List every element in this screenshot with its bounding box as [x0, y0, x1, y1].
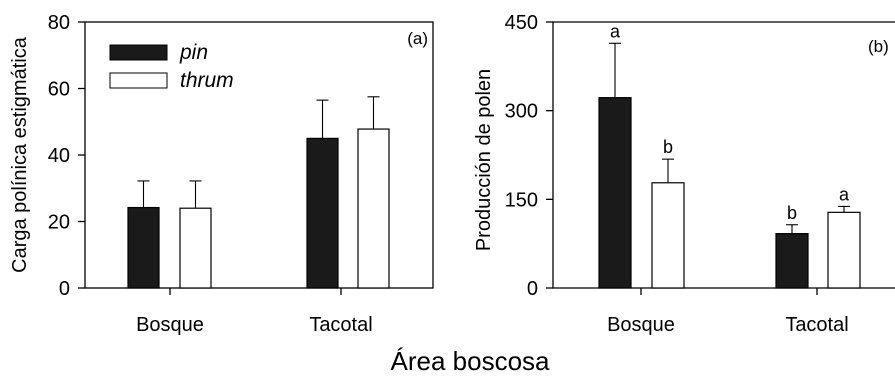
significance-label: a [610, 21, 621, 41]
y-tick-label: 0 [59, 278, 70, 300]
significance-label: b [663, 137, 673, 157]
y-tick-label: 80 [48, 12, 70, 34]
y-tick-label: 450 [505, 12, 538, 34]
panel-label-b: (b) [868, 37, 889, 56]
x-category-label: Tacotal [309, 314, 372, 336]
y-axis-label-b: Producción de polen [473, 69, 495, 251]
bar-pin-bosque [127, 206, 160, 289]
x-category-label: Bosque [136, 314, 204, 336]
legend-a: pin thrum [109, 41, 234, 92]
bar-pin-bosque [598, 97, 632, 289]
legend-swatch-thrum [109, 72, 168, 89]
y-axis-label-a: Carga polínica estigmática [9, 36, 31, 273]
plot-frame-b [552, 21, 895, 289]
y-tick-label: 40 [48, 145, 70, 167]
y-tick-label: 150 [505, 189, 538, 211]
panel-label-a: (a) [407, 29, 428, 48]
y-axis-ticks-b: 0 150 300 450 [505, 12, 553, 300]
x-axis-categories-b: Bosque Tacotal [607, 288, 849, 336]
chart-panel-b: (b) Producción de polen 0 150 300 450 a b ba … [473, 12, 895, 336]
significance-label: b [787, 203, 797, 223]
bar-pin-tacotal [775, 233, 809, 289]
bar-thrum-bosque [651, 182, 685, 289]
y-tick-label: 60 [48, 79, 70, 101]
legend-label-thrum: thrum [180, 69, 234, 92]
x-axis-categories-a: Bosque Tacotal [136, 288, 373, 336]
x-category-label: Tacotal [785, 314, 848, 336]
bar-pin-tacotal [306, 137, 339, 289]
bars-b: a b b a [598, 21, 861, 289]
y-tick-label: 300 [505, 101, 538, 123]
bar-thrum-bosque [179, 207, 212, 289]
legend-swatch-pin [109, 44, 168, 61]
chart-panel-a: (a) Carga polínica estigmática pin thrum… [9, 12, 434, 336]
y-axis-ticks-a: 0 20 40 60 80 [48, 12, 85, 300]
legend-label-pin: pin [179, 41, 208, 64]
bars-a [127, 96, 390, 289]
y-tick-label: 20 [48, 212, 70, 234]
bar-thrum-tacotal [357, 128, 390, 289]
significance-label: a [839, 184, 850, 204]
x-category-label: Bosque [607, 314, 675, 336]
y-tick-label: 0 [527, 278, 538, 300]
shared-x-axis-label: Área boscosa [391, 346, 551, 376]
bar-thrum-tacotal [827, 211, 861, 289]
